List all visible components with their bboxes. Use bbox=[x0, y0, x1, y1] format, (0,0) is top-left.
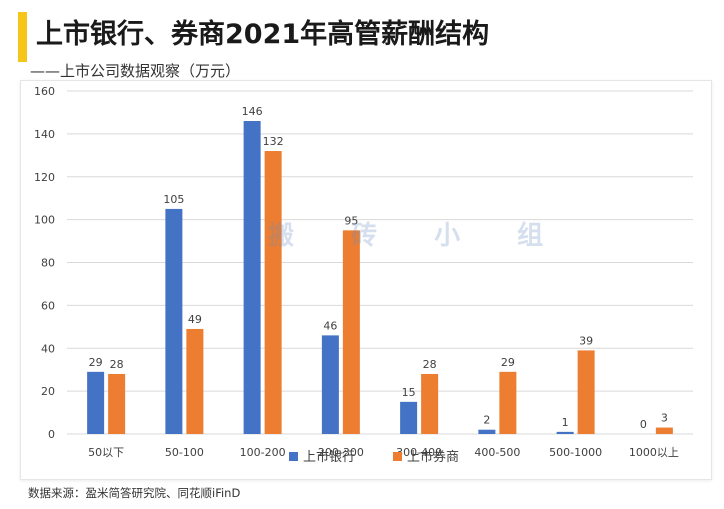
legend-swatch-bank bbox=[289, 452, 298, 461]
bar-bank bbox=[321, 335, 339, 434]
x-tick-label: 200-300 bbox=[318, 446, 364, 459]
data-label: 28 bbox=[110, 358, 124, 371]
data-label: 3 bbox=[661, 412, 668, 425]
bar-broker bbox=[264, 151, 282, 434]
data-label: 146 bbox=[242, 105, 263, 118]
data-label: 2 bbox=[483, 414, 490, 427]
bar-bank bbox=[243, 121, 261, 434]
bar-broker bbox=[108, 373, 126, 434]
data-label: 95 bbox=[344, 214, 358, 227]
bar-broker bbox=[342, 230, 360, 434]
bar-bank bbox=[165, 208, 183, 434]
title-accent-bar bbox=[18, 12, 27, 62]
y-tick-label: 40 bbox=[41, 342, 55, 355]
legend-label: 上市券商 bbox=[407, 449, 459, 465]
y-tick-label: 20 bbox=[41, 385, 55, 398]
x-tick-label: 500-1000 bbox=[549, 446, 602, 459]
page-title: 上市银行、券商2021年高管薪酬结构 bbox=[36, 19, 490, 50]
bar-broker bbox=[655, 427, 673, 434]
data-label: 29 bbox=[501, 356, 515, 369]
bar-bank bbox=[400, 401, 418, 434]
x-tick-label: 1000以上 bbox=[629, 446, 679, 459]
y-tick-label: 80 bbox=[41, 257, 55, 270]
data-label: 46 bbox=[323, 319, 337, 332]
data-label: 0 bbox=[640, 418, 647, 431]
x-tick-label: 50-100 bbox=[165, 446, 204, 459]
data-label: 15 bbox=[402, 386, 416, 399]
data-label: 39 bbox=[579, 334, 593, 347]
x-tick-label: 100-200 bbox=[240, 446, 286, 459]
legend-label: 上市银行 bbox=[303, 449, 355, 465]
y-tick-label: 160 bbox=[34, 85, 55, 98]
bar-broker bbox=[499, 371, 517, 434]
x-tick-label: 400-500 bbox=[474, 446, 520, 459]
y-tick-label: 120 bbox=[34, 171, 55, 184]
data-label: 29 bbox=[89, 356, 103, 369]
data-label: 105 bbox=[163, 193, 184, 206]
data-label: 1 bbox=[562, 416, 569, 429]
bar-broker bbox=[186, 328, 204, 434]
bar-broker bbox=[421, 373, 439, 434]
y-tick-label: 140 bbox=[34, 128, 55, 141]
data-label: 28 bbox=[423, 358, 437, 371]
bar-bank bbox=[556, 431, 574, 434]
y-tick-label: 100 bbox=[34, 214, 55, 227]
data-label: 49 bbox=[188, 313, 202, 326]
bar-bank bbox=[478, 429, 496, 434]
data-label: 132 bbox=[263, 135, 284, 148]
chart-panel: 0 20 40 60 80 100 120 140 160 29 28 50以下 105 49 50-100… bbox=[20, 80, 712, 480]
x-tick-label: 50以下 bbox=[88, 446, 124, 459]
y-tick-label: 60 bbox=[41, 299, 55, 312]
bar-broker bbox=[577, 350, 595, 434]
y-tick-label: 0 bbox=[48, 428, 55, 441]
bar-bank bbox=[87, 371, 105, 434]
x-tick-label: 300-400 bbox=[396, 446, 442, 459]
data-source: 数据来源：盈米简答研究院、同花顺iFinD bbox=[28, 486, 241, 500]
legend-swatch-broker bbox=[393, 452, 402, 461]
page-subtitle: ——上市公司数据观察（万元） bbox=[30, 62, 241, 80]
